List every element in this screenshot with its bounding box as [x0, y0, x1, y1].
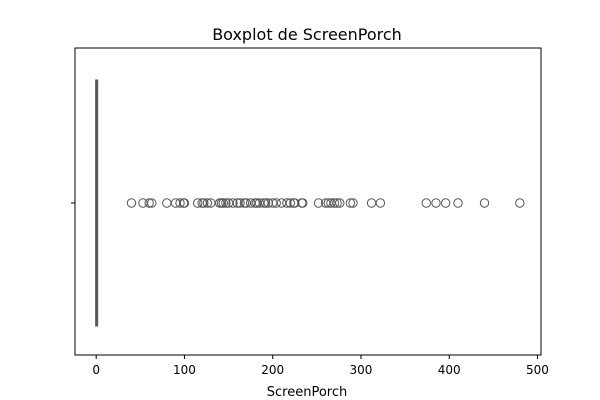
x-tick-label: 300: [350, 363, 373, 377]
chart-title: Boxplot de ScreenPorch: [212, 25, 402, 44]
outlier-point: [235, 198, 245, 208]
outlier-point: [298, 198, 308, 208]
outlier-point: [147, 198, 157, 208]
outlier-point: [313, 198, 324, 208]
outlier-point: [221, 198, 231, 208]
x-tick-label: 400: [438, 363, 461, 377]
outlier-point: [192, 198, 203, 208]
outlier-point: [199, 198, 209, 208]
outlier-point: [431, 198, 441, 208]
outlier-point: [515, 198, 525, 208]
outlier-point: [329, 198, 340, 208]
x-tick-label: 100: [173, 363, 196, 377]
x-tick-label: 200: [261, 363, 284, 377]
outlier-point: [162, 198, 172, 208]
outlier-point: [421, 198, 431, 208]
plot-frame: [74, 47, 542, 356]
outlier-point: [144, 198, 154, 208]
outlier-point: [179, 198, 190, 208]
x-tick-label: 0: [92, 363, 100, 377]
outlier-point: [260, 198, 271, 208]
outlier-point: [453, 198, 463, 208]
outlier-point: [366, 198, 377, 208]
outlier-point: [375, 198, 386, 208]
outlier-point: [175, 198, 185, 208]
plot-area: [95, 79, 525, 327]
outlier-point: [228, 198, 238, 208]
outlier-point: [479, 198, 490, 208]
outlier-point: [440, 198, 451, 208]
outlier-point: [345, 198, 356, 208]
outlier-point: [332, 198, 342, 208]
outlier-point: [335, 198, 345, 208]
x-axis-label: ScreenPorch: [267, 385, 347, 400]
x-axis: 0 100 200 300 400 500: [92, 355, 549, 377]
x-tick-label: 500: [526, 363, 549, 377]
outlier-point: [202, 198, 213, 208]
outlier-point: [348, 198, 358, 208]
outlier-point: [126, 198, 137, 208]
outlier-point: [218, 198, 228, 208]
outlier-point: [285, 198, 296, 208]
outlier-point: [271, 198, 281, 208]
